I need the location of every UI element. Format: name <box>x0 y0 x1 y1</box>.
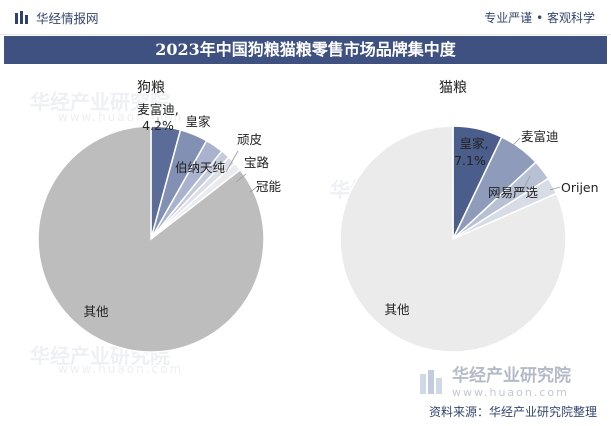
slice-label: 麦富迪 <box>521 129 559 144</box>
pie-slice <box>339 125 567 353</box>
slice-value-label: 4.2% <box>142 118 174 133</box>
top-bar: 华经情报网 专业严谨 • 客观科学 <box>0 0 611 35</box>
pie-title: 猫粮 <box>439 80 467 96</box>
source-note: 资料来源：华经产业研究院整理 <box>428 405 597 419</box>
slice-label: 皇家, <box>460 136 489 151</box>
slice-label: 网易严选 <box>488 185 539 200</box>
watermark-url: www.huaon.com <box>58 362 184 376</box>
slice-label: 冠能 <box>256 179 282 194</box>
watermark-logo-url: www.huaon.com <box>452 386 569 399</box>
watermark-logo: 华经产业研究院 www.huaon.com <box>418 366 571 400</box>
slice-label: Orijen <box>561 180 599 195</box>
slice-label: 其他 <box>384 302 410 317</box>
slice-label: 伯纳天纯 <box>175 160 226 175</box>
leader-line <box>225 150 239 173</box>
brand-name: 华经情报网 <box>36 11 99 26</box>
slice-label: 顽皮 <box>237 132 262 147</box>
leader-line <box>235 173 247 183</box>
leader-line <box>549 186 561 191</box>
pie-title: 狗粮 <box>137 80 165 96</box>
pie-slice <box>37 125 265 353</box>
leader-line <box>507 137 521 151</box>
slice-label: 宝路 <box>244 155 270 170</box>
tagline: 专业严谨 • 客观科学 <box>484 11 595 25</box>
watermark-text: 华经产业研究院 <box>30 90 170 114</box>
page-title: 2023年中国狗粮猫粮零售市场品牌集中度 <box>4 36 607 64</box>
watermark-logo-icon <box>420 370 442 394</box>
slice-label: 麦富迪, <box>137 102 178 117</box>
watermark-logo-name: 华经产业研究院 <box>452 366 571 386</box>
leader-line <box>249 186 258 193</box>
brand: 华经情报网 <box>14 8 99 27</box>
slice-value-label: 7.1% <box>454 153 486 168</box>
slice-label: 其他 <box>83 304 109 319</box>
slice-label: 皇家 <box>185 114 211 129</box>
watermark-url: www.huaon.com <box>58 110 184 124</box>
brand-logo-icon <box>15 10 28 24</box>
leader-line <box>521 175 531 193</box>
